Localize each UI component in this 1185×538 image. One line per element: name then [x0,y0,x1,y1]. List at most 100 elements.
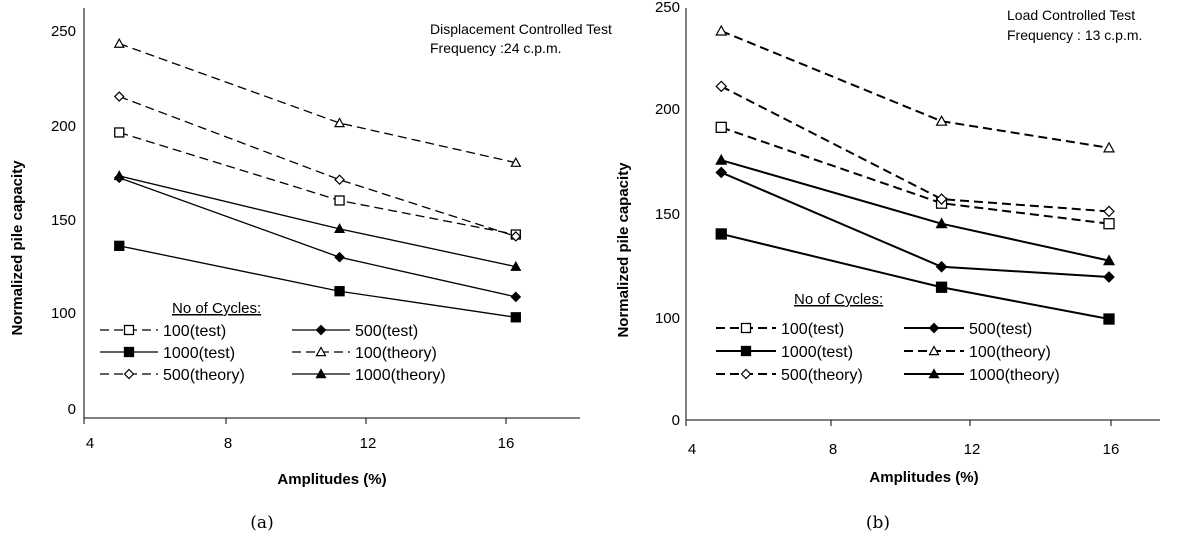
chart-b-legend-label-4: 500(theory) [781,367,863,384]
chart-b-caption: (b) [866,513,890,533]
chart-a-caption: (a) [250,513,273,533]
chart-b-point-s2-p1 [935,281,948,293]
chart-a-point-s1-p1 [334,251,345,263]
chart-a-point-s0-p0 [114,127,125,138]
chart-a-legend-marker-2 [123,346,135,358]
chart-a-series-line-4 [119,95,517,238]
chart-b-legend-marker-2 [740,345,752,357]
chart-b-annotation-line-2: Frequency : 13 c.p.m. [1007,27,1142,43]
chart-b-legend-marker-1 [928,322,940,334]
chart-a-point-s1-p2 [510,291,522,303]
chart-a-point-s2-p2 [510,312,521,323]
chart-b-xtick: 8 [829,441,837,458]
chart-b-point-s2-p2 [1103,313,1115,325]
chart-b-point-s0-p0 [715,121,727,133]
chart-a-ytick: 100 [51,305,76,322]
chart-a-y-axis-label: Normalized pile capacity [9,160,26,336]
chart-a-legend-label-5: 1000(theory) [355,367,446,384]
chart-b-series-line-2 [721,232,1110,321]
chart-a-point-s5-p1 [334,223,346,234]
chart-a-series-line-3 [119,43,516,164]
chart-b-series-line-0 [720,126,1110,225]
chart-a-xtick: 8 [224,435,232,452]
chart-a-legend-marker-4 [123,368,135,380]
chart-a-legend-marker-5 [315,368,327,379]
chart-a-plot-area [113,37,522,323]
chart-b-point-s5-p1 [935,217,948,229]
chart-b-point-s3-p2 [1102,141,1116,153]
chart-a-series-line-0 [119,131,516,236]
chart-b-point-s1-p0 [715,166,728,179]
chart-a-legend-label-1: 500(test) [355,323,418,340]
chart-b-point-s4-p1 [935,193,948,205]
chart-a-series-line-5 [119,175,516,268]
chart-b-legend: No of Cycles: 100(test) 500(test) 1000(tes… [716,291,1060,384]
chart-b-point-s5-p2 [1102,254,1116,266]
chart-a-point-s4-p2 [510,231,522,242]
chart-b-legend-label-2: 1000(test) [781,344,853,361]
chart-a: 0 100 150 200 250 4 8 12 16 Amplitudes (… [9,8,612,533]
chart-b-point-s1-p1 [935,260,948,273]
chart-b-legend-marker-5 [928,368,940,379]
chart-b-point-s4-p0 [715,80,728,93]
chart-b-plot-area [715,24,1116,325]
chart-a-point-s3-p2 [510,156,522,167]
chart-a-legend-marker-1 [315,324,327,336]
chart-b-y-axis-label: Normalized pile capacity [615,162,632,338]
chart-b-x-axis-label: Amplitudes (%) [869,469,978,486]
chart-b-legend-title: No of Cycles: [794,291,883,308]
chart-a-point-s5-p2 [510,260,522,271]
chart-b-xtick: 4 [688,441,696,458]
chart-b-series-line-1 [720,171,1110,278]
chart-b-ytick: 150 [655,206,680,223]
chart-b-point-s4-p2 [1103,205,1115,218]
chart-a-legend-label-3: 100(theory) [355,345,437,362]
chart-a-series-line-1 [119,177,516,298]
chart-a-ytick: 200 [51,118,76,135]
chart-b-ytick: 0 [672,412,680,429]
chart-b-legend-label-1: 500(test) [969,321,1032,338]
chart-b-xtick: 12 [964,441,981,458]
chart-b-ytick: 100 [655,310,680,327]
chart-a-annotation-line-2: Frequency :24 c.p.m. [430,40,562,56]
chart-a-legend-title: No of Cycles: [172,300,261,317]
chart-b-ytick: 200 [655,101,680,118]
chart-b-point-s0-p2 [1103,218,1115,230]
chart-a-point-s0-p1 [334,195,345,206]
chart-a-ytick: 0 [68,401,76,418]
chart-a-legend-label-2: 1000(test) [163,345,235,362]
chart-b-legend-marker-4 [740,368,752,380]
chart-a-point-s3-p0 [113,37,125,48]
chart-a-xtick: 16 [498,435,515,452]
chart-a-point-s2-p0 [114,240,125,252]
chart-b-point-s3-p0 [715,24,728,36]
chart-a-legend-label-4: 500(theory) [163,367,245,384]
chart-b-series-line-3 [720,30,1110,149]
chart-a-point-s2-p1 [334,286,345,297]
chart-b-point-s3-p1 [935,114,948,126]
chart-a-xtick: 4 [86,435,94,452]
chart-b-legend-marker-3 [928,345,940,356]
chart-b-annotation-line-1: Load Controlled Test [1007,7,1135,23]
chart-a-point-s4-p0 [113,91,125,102]
chart-a-point-s3-p1 [334,117,346,128]
chart-b: 0 100 150 200 250 4 8 12 16 Amplitudes (… [615,0,1160,533]
chart-b-legend-label-3: 100(theory) [969,344,1051,361]
chart-b-xtick: 16 [1103,441,1120,458]
chart-a-x-axis-label: Amplitudes (%) [277,471,386,488]
chart-a-legend: No of Cycles: 100(test) 500(test) 1000(tes… [100,300,446,384]
chart-a-ytick: 250 [51,23,76,40]
chart-a-legend-marker-3 [315,346,327,357]
chart-a-ytick: 150 [51,212,76,229]
chart-a-xtick: 12 [360,435,377,452]
chart-a-legend-marker-0 [123,324,135,336]
chart-b-point-s2-p0 [715,228,727,240]
chart-b-ytick: 250 [655,0,680,16]
chart-b-legend-marker-0 [740,322,752,334]
chart-b-point-s5-p0 [715,153,728,165]
chart-a-point-s4-p1 [334,174,345,186]
chart-b-series-line-5 [720,159,1110,262]
chart-a-legend-label-0: 100(test) [163,323,226,340]
